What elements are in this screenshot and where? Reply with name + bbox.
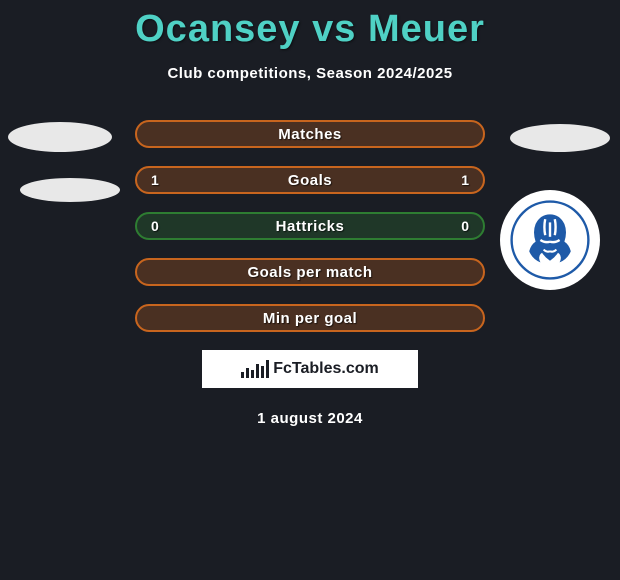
stat-pill: 1 Goals 1 xyxy=(135,166,485,194)
stat-pill: Goals per match xyxy=(135,258,485,286)
stat-row-hattricks: 0 Hattricks 0 xyxy=(0,212,620,240)
stat-left-value: 0 xyxy=(151,218,159,234)
stat-pill: 0 Hattricks 0 xyxy=(135,212,485,240)
stat-row-matches: Matches xyxy=(0,120,620,148)
stat-row-goals-per-match: Goals per match xyxy=(0,258,620,286)
update-date: 1 august 2024 xyxy=(0,410,620,427)
stat-row-min-per-goal: Min per goal xyxy=(0,304,620,332)
brand-badge: FcTables.com xyxy=(202,350,418,388)
stat-pill: Matches xyxy=(135,120,485,148)
comparison-title: Ocansey vs Meuer xyxy=(0,0,620,51)
stat-pill: Min per goal xyxy=(135,304,485,332)
season-subtitle: Club competitions, Season 2024/2025 xyxy=(0,65,620,82)
brand-text: FcTables.com xyxy=(273,360,379,378)
stat-label: Hattricks xyxy=(276,218,345,235)
stat-row-goals: 1 Goals 1 xyxy=(0,166,620,194)
stat-right-value: 0 xyxy=(461,218,469,234)
stat-right-value: 1 xyxy=(461,172,469,188)
stat-label: Matches xyxy=(278,126,342,143)
stat-label: Goals xyxy=(288,172,332,189)
brand-bars-icon xyxy=(241,360,269,378)
stat-label: Goals per match xyxy=(247,264,372,281)
stat-label: Min per goal xyxy=(263,310,357,327)
stats-container: Matches 1 Goals 1 0 Hattricks 0 Goals pe… xyxy=(0,120,620,332)
stat-left-value: 1 xyxy=(151,172,159,188)
